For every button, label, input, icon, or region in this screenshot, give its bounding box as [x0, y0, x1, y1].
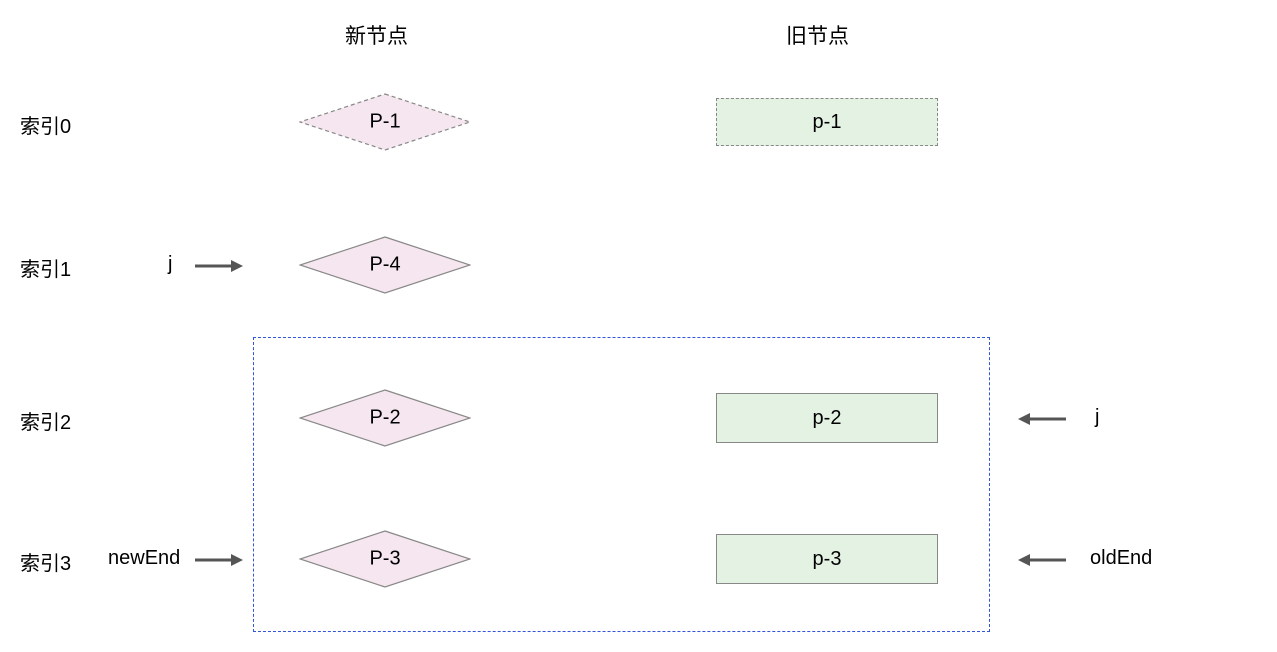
diamond-p4-label: P-4: [369, 254, 400, 277]
index-label-3: 索引3: [20, 547, 71, 576]
pointer-oldend-label: oldEnd: [1090, 547, 1152, 570]
pointer-newend-label: newEnd: [108, 547, 180, 570]
arrow-j-right: [1016, 411, 1066, 427]
index-label-2: 索引2: [20, 406, 71, 435]
header-old-nodes: 旧节点: [786, 20, 849, 50]
arrow-newend: [195, 552, 245, 568]
rect-p1: p-1: [716, 98, 938, 146]
diamond-p2-label: P-2: [369, 407, 400, 430]
pointer-j-right-label: j: [1095, 406, 1099, 429]
arrow-j-left: [195, 258, 245, 274]
pointer-j-left-label: j: [168, 253, 172, 276]
rect-p3: p-3: [716, 534, 938, 584]
rect-p2-label: p-2: [813, 407, 842, 430]
header-new-nodes: 新节点: [345, 20, 408, 50]
index-label-1: 索引1: [20, 253, 71, 282]
rect-p3-label: p-3: [813, 548, 842, 571]
diamond-p3-label: P-3: [369, 548, 400, 571]
rect-p2: p-2: [716, 393, 938, 443]
rect-p1-label: p-1: [813, 111, 842, 134]
index-label-0: 索引0: [20, 110, 71, 139]
diamond-p1-label: P-1: [369, 111, 400, 134]
arrow-oldend: [1016, 552, 1066, 568]
diagram-canvas: 新节点 旧节点 索引0 索引1 索引2 索引3 P-1 P-4 P-2 P-3 …: [0, 0, 1277, 652]
